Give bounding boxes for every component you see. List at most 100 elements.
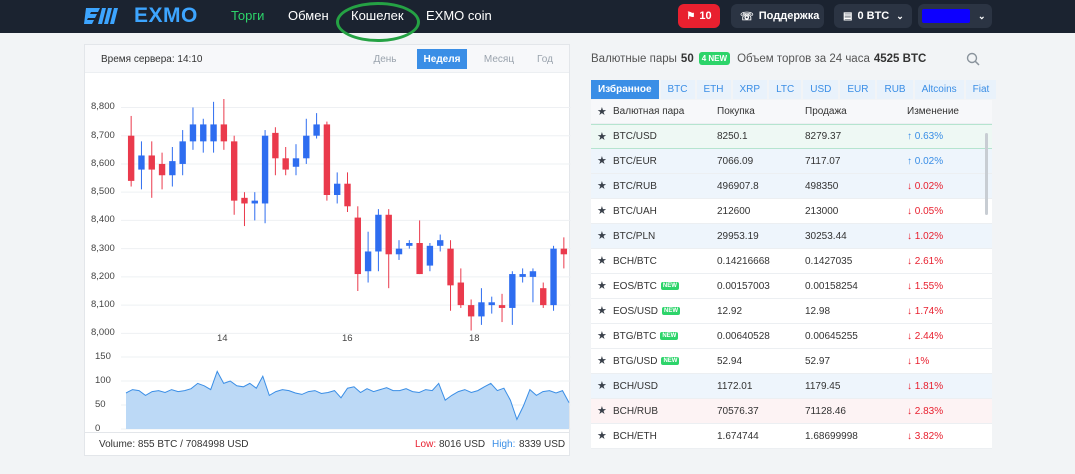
candle[interactable] [550,245,557,311]
range-month-button[interactable]: Месяц [483,53,515,65]
candle[interactable] [344,172,351,212]
favorite-star-icon[interactable]: ★ [597,380,607,392]
table-row[interactable]: ★ BTG/USD NEW 52.94 52.97 ↓ 1% [591,349,992,374]
tab-0[interactable]: Избранное [591,80,659,99]
table-row[interactable]: ★ BCH/ETH 1.674744 1.68699998 ↓ 3.82% [591,424,992,449]
table-row[interactable]: ★ BCH/BTC 0.14216668 0.1427035 ↓ 2.61% [591,249,992,274]
table-row[interactable]: ★ BCH/RUB 70576.37 71128.46 ↓ 2.83% [591,399,992,424]
table-row[interactable]: ★ BTC/RUB 496907.8 498350 ↓ 0.02% [591,174,992,199]
candle[interactable] [251,192,258,221]
favorite-star-icon[interactable]: ★ [597,205,607,217]
favorite-star-icon[interactable]: ★ [597,330,607,342]
candle[interactable] [457,268,465,308]
table-row[interactable]: ★ BTC/UAH 212600 213000 ↓ 0.05% [591,199,992,224]
tab-9[interactable]: Fiat [965,80,997,99]
favorite-star-icon[interactable]: ★ [597,255,607,267]
balance-dropdown[interactable]: ▤ 0 BTC ⌄ [834,4,912,28]
candle[interactable] [560,237,568,269]
range-year-button[interactable]: Год [537,53,553,65]
candle[interactable] [375,209,382,272]
candle[interactable] [241,192,248,227]
range-day-button[interactable]: День [373,53,397,65]
candle[interactable] [426,243,434,272]
exmo-logo[interactable]: EXMO [84,4,198,28]
candle[interactable] [220,99,228,150]
candle[interactable] [189,107,197,150]
col-buy[interactable]: Покупка [717,106,755,117]
candle[interactable] [406,240,413,249]
table-row[interactable]: ★ BTC/PLN 29953.19 30253.44 ↓ 1.02% [591,224,992,249]
candle[interactable] [478,288,485,325]
candle[interactable] [148,141,155,198]
table-row[interactable]: ★ BTG/BTC NEW 0.00640528 0.00645255 ↓ 2.44% [591,324,992,349]
candle[interactable] [540,282,547,308]
nav-exchange[interactable]: Обмен [288,8,329,23]
candle[interactable] [200,118,207,153]
candle[interactable] [467,299,475,331]
candle[interactable] [210,101,217,153]
candle[interactable] [437,234,444,252]
account-dropdown[interactable]: ⌄ [918,4,992,28]
search-icon[interactable] [966,52,980,66]
support-button[interactable]: ☏ Поддержка [731,4,824,28]
tab-3[interactable]: XRP [732,80,768,99]
favorite-star-icon[interactable]: ★ [597,155,607,167]
candle[interactable] [395,240,403,260]
tab-8[interactable]: Altcoins [914,80,964,99]
favorite-star-icon[interactable]: ★ [597,355,607,367]
table-row[interactable]: ★ EOS/USD NEW 12.92 12.98 ↓ 1.74% [591,299,992,324]
candle[interactable] [272,127,279,176]
candle[interactable] [519,268,526,283]
candle[interactable] [261,130,269,224]
tab-1[interactable]: BTC [660,80,695,99]
candle[interactable] [179,130,186,176]
col-pair[interactable]: Валютная пара [613,106,685,117]
candle[interactable] [292,144,300,176]
candle[interactable] [488,296,495,314]
candle[interactable] [303,118,310,164]
candle[interactable] [498,293,506,323]
favorite-star-icon[interactable]: ★ [597,131,607,143]
candle[interactable] [323,121,331,201]
candle[interactable] [138,141,145,190]
volume-area-chart[interactable] [85,349,571,431]
candle[interactable] [230,135,238,215]
favorite-star-icon[interactable]: ★ [597,280,607,292]
candle[interactable] [158,152,166,190]
nav-trade[interactable]: Торги [231,8,265,23]
candle[interactable] [169,147,176,187]
favorite-star-icon[interactable]: ★ [597,405,607,417]
favorite-star-icon[interactable]: ★ [597,305,607,317]
range-week-button[interactable]: Неделя [417,49,467,69]
tab-5[interactable]: USD [803,80,839,99]
favorite-star-icon[interactable]: ★ [597,230,607,242]
candle[interactable] [385,209,392,289]
col-change[interactable]: Изменение [907,106,959,117]
tab-4[interactable]: LTC [769,80,802,99]
table-row[interactable]: ★ BTC/EUR 7066.09 7117.07 ↑ 0.02% [591,149,992,174]
candle[interactable] [529,268,537,303]
candlestick-chart[interactable] [85,73,571,373]
tab-2[interactable]: ETH [696,80,731,99]
pairs-scrollbar[interactable] [985,133,988,215]
table-row[interactable]: ★ BCH/USD 1172.01 1179.45 ↓ 1.81% [591,374,992,399]
table-row[interactable]: ★ EOS/BTC NEW 0.00157003 0.00158254 ↓ 1.55% [591,274,992,299]
candle[interactable] [354,206,361,291]
favorite-star-icon[interactable]: ★ [597,430,607,442]
favorite-star-icon[interactable]: ★ [597,180,607,192]
candle-body [354,217,361,275]
table-row[interactable]: ★ BTC/USD 8250.1 8279.37 ↑ 0.63% [591,124,992,149]
candle[interactable] [416,220,423,275]
nav-exmo-coin[interactable]: EXMO coin [426,8,492,23]
candle[interactable] [282,147,289,176]
notifications-button[interactable]: ⚑ 10 [678,4,720,28]
candle[interactable] [447,240,454,311]
tab-7[interactable]: RUB [877,80,913,99]
tab-6[interactable]: EUR [840,80,876,99]
candle[interactable] [334,172,341,204]
candle[interactable] [127,115,135,187]
candle[interactable] [364,231,372,283]
col-sell[interactable]: Продажа [805,106,847,117]
candle[interactable] [509,271,516,325]
candle[interactable] [313,113,320,139]
